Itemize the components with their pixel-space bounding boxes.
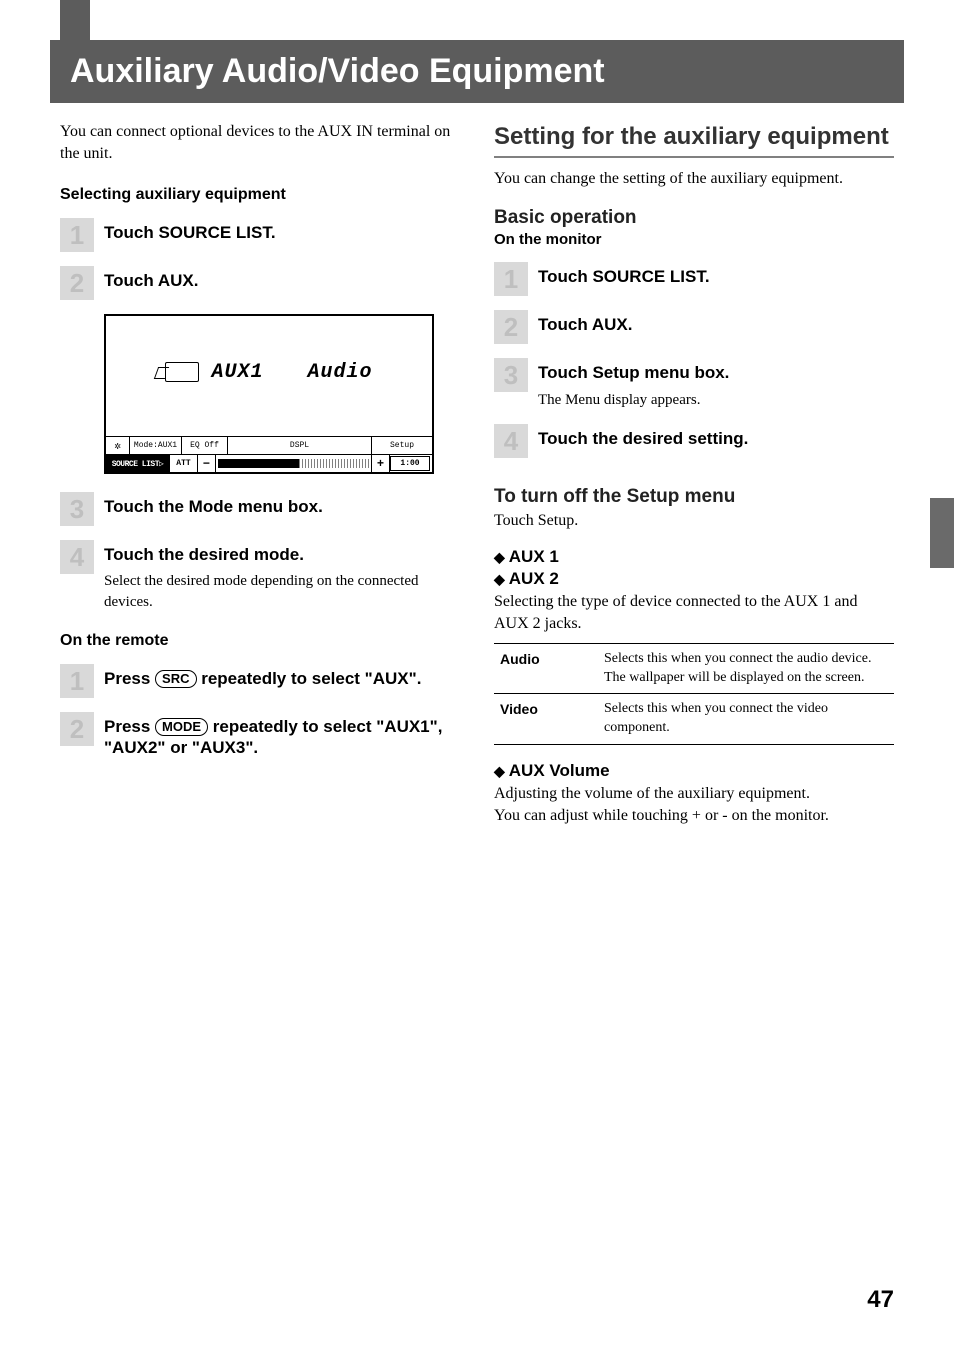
aux2-heading: ◆AUX 2: [494, 569, 894, 589]
aux-time-cell: 1:00: [390, 456, 430, 471]
mode-button-pill: MODE: [155, 718, 208, 736]
table-key: Video: [494, 694, 598, 745]
right-step-4: 4 Touch the desired setting.: [494, 424, 894, 458]
left-step-4: 4 Touch the desired mode. Select the des…: [60, 540, 460, 612]
table-row: Video Selects this when you connect the …: [494, 694, 894, 745]
aux-cable-icon: [165, 362, 199, 382]
aux-eq-cell: EQ Off: [182, 437, 228, 454]
left-step-1: 1 Touch SOURCE LIST.: [60, 218, 460, 252]
aux-display-title-left: AUX1: [211, 361, 263, 384]
section-heading: Setting for the auxiliary equipment: [494, 121, 894, 158]
step-number: 2: [494, 310, 528, 344]
section-intro: You can change the setting of the auxili…: [494, 168, 894, 190]
diamond-icon: ◆: [494, 763, 505, 779]
aux-display-mock: AUX1 Audio ✲ Mode:AUX1 EQ Off DSPL Setup…: [104, 314, 434, 474]
step-label: Touch AUX.: [538, 314, 894, 335]
step-label: Touch AUX.: [104, 270, 460, 291]
aux-dspl-cell: DSPL: [228, 437, 372, 454]
aux1-label: AUX 1: [509, 547, 559, 566]
step-notes: The Menu display appears.: [538, 390, 894, 410]
turn-off-heading: To turn off the Setup menu: [494, 486, 894, 508]
aux-sourcelist-cell: SOURCE LIST▷: [106, 455, 170, 472]
aux-plus-cell: +: [372, 455, 390, 472]
aux-volume-heading: ◆AUX Volume: [494, 761, 894, 781]
remote-step-1: 1 Press SRC repeatedly to select "AUX".: [60, 664, 460, 698]
table-row: Audio Selects this when you connect the …: [494, 643, 894, 694]
left-column: You can connect optional devices to the …: [60, 121, 460, 826]
on-monitor-heading: On the monitor: [494, 231, 894, 248]
step-label: Touch the desired mode.: [104, 544, 460, 565]
diamond-icon: ◆: [494, 549, 505, 565]
aux-minus-cell: −: [198, 455, 216, 472]
aux-volume-text1: Adjusting the volume of the auxiliary eq…: [494, 783, 894, 805]
step-prefix: Press: [104, 669, 155, 688]
src-button-pill: SRC: [155, 670, 196, 688]
table-value: Selects this when you connect the video …: [598, 694, 894, 745]
remote-step-2: 2 Press MODE repeatedly to select "AUX1"…: [60, 712, 460, 759]
step-number: 1: [494, 262, 528, 296]
aux-display-title-right: Audio: [308, 361, 373, 384]
right-step-3: 3 Touch Setup menu box. The Menu display…: [494, 358, 894, 410]
aux-mode-cell: Mode:AUX1: [130, 437, 182, 454]
aux-att-cell: ATT: [170, 455, 198, 472]
intro-text: You can connect optional devices to the …: [60, 121, 460, 164]
selecting-heading: Selecting auxiliary equipment: [60, 186, 460, 204]
basic-operation-heading: Basic operation: [494, 207, 894, 229]
right-step-2: 2 Touch AUX.: [494, 310, 894, 344]
step-label: Touch the desired setting.: [538, 428, 894, 449]
aux-volume-label: AUX Volume: [509, 761, 610, 780]
step-label: Press SRC repeatedly to select "AUX".: [104, 668, 460, 689]
step-label: Touch Setup menu box.: [538, 362, 894, 383]
step-suffix: repeatedly to select "AUX".: [197, 669, 422, 688]
step-notes: Select the desired mode depending on the…: [104, 571, 460, 612]
step-number: 2: [60, 712, 94, 746]
aux-volume-bar: [216, 455, 372, 472]
page-edge-tab: [930, 498, 954, 568]
aux-type-table: Audio Selects this when you connect the …: [494, 643, 894, 746]
section-title: Setting for the auxiliary equipment: [494, 123, 894, 152]
table-value: Selects this when you connect the audio …: [598, 643, 894, 694]
turn-off-text: Touch Setup.: [494, 510, 894, 532]
left-step-2: 2 Touch AUX.: [60, 266, 460, 300]
aux-setup-cell: Setup: [372, 437, 432, 454]
aux-volume-text2: You can adjust while touching + or - on …: [494, 805, 894, 827]
step-number: 1: [60, 218, 94, 252]
step-label: Touch the Mode menu box.: [104, 496, 460, 517]
aux1-heading: ◆AUX 1: [494, 547, 894, 567]
aux12-text: Selecting the type of device connected t…: [494, 591, 894, 634]
step-prefix: Press: [104, 717, 155, 736]
step-number: 4: [494, 424, 528, 458]
diamond-icon: ◆: [494, 571, 505, 587]
step-label: Press MODE repeatedly to select "AUX1", …: [104, 716, 460, 759]
aux2-label: AUX 2: [509, 569, 559, 588]
step-label: Touch SOURCE LIST.: [104, 222, 460, 243]
step-number: 1: [60, 664, 94, 698]
page-number: 47: [867, 1286, 894, 1314]
table-key: Audio: [494, 643, 598, 694]
step-number: 2: [60, 266, 94, 300]
chapter-title: Auxiliary Audio/Video Equipment: [50, 40, 904, 103]
on-remote-heading: On the remote: [60, 632, 460, 650]
right-step-1: 1 Touch SOURCE LIST.: [494, 262, 894, 296]
left-step-3: 3 Touch the Mode menu box.: [60, 492, 460, 526]
aux-gear-cell: ✲: [106, 437, 130, 454]
step-number: 3: [60, 492, 94, 526]
step-number: 4: [60, 540, 94, 574]
right-column: Setting for the auxiliary equipment You …: [494, 121, 894, 826]
step-label: Touch SOURCE LIST.: [538, 266, 894, 287]
step-number: 3: [494, 358, 528, 392]
